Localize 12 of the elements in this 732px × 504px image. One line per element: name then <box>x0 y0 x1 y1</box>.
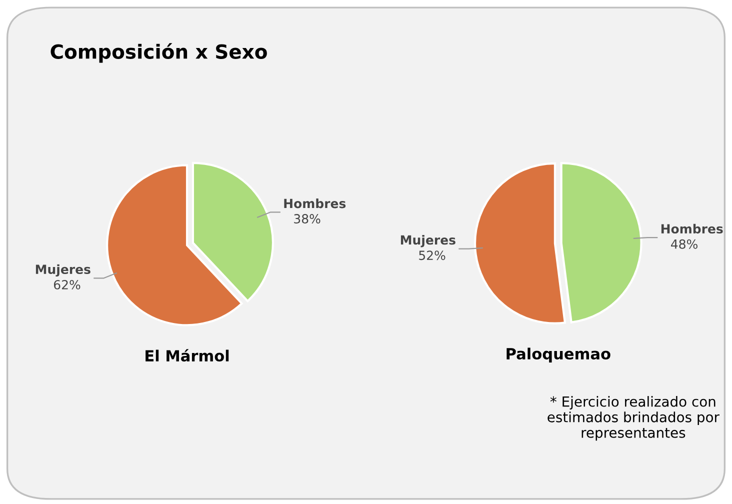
slice-label: Hombres <box>284 198 346 208</box>
text: El Mármol <box>146 349 229 362</box>
text: Composición x Sexo <box>50 43 267 63</box>
data-label: 38% <box>294 214 320 224</box>
slice-label: Hombres <box>661 224 723 234</box>
text: * Ejercicio realizado con estimados brindados por representantes <box>548 396 720 441</box>
slice-label: Mujeres <box>36 264 90 277</box>
text: Paloquemao <box>506 348 610 362</box>
slice-label: Mujeres <box>400 235 456 248</box>
data-label: 48% <box>671 239 698 249</box>
data-label: 52% <box>419 250 446 260</box>
data-label: 62% <box>54 280 80 290</box>
